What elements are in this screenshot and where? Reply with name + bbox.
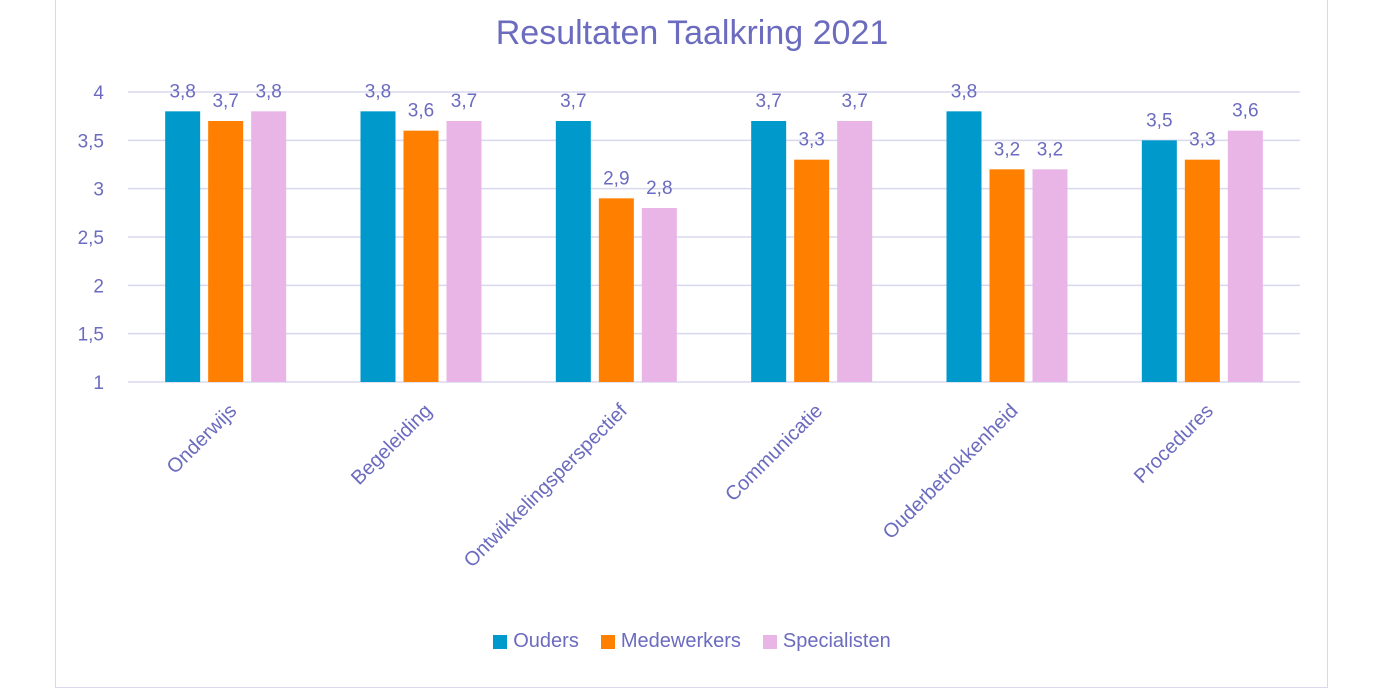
data-label: 3,7 xyxy=(841,91,867,112)
bar xyxy=(946,111,982,382)
bar xyxy=(1032,169,1068,382)
x-tick-label: Procedures xyxy=(1130,400,1218,488)
y-tick-label: 1 xyxy=(93,373,104,394)
x-tick-label: Begeleiding xyxy=(347,400,436,489)
legend-label-medewerkers: Medewerkers xyxy=(620,630,741,652)
bar xyxy=(641,208,677,382)
data-label: 3,8 xyxy=(951,81,977,102)
x-tick-label: Ontwikkelingsperspectief xyxy=(460,400,632,572)
y-tick-label: 2 xyxy=(93,276,104,297)
bar xyxy=(165,111,201,382)
bar xyxy=(751,121,787,382)
bar xyxy=(360,111,396,382)
chart-title: Resultaten Taalkring 2021 xyxy=(495,14,889,52)
data-label: 3,3 xyxy=(1189,130,1215,151)
y-tick-label: 3 xyxy=(93,180,104,201)
legend-swatch-ouders xyxy=(493,634,508,649)
bar xyxy=(251,111,287,382)
data-label: 3,2 xyxy=(1037,139,1063,160)
x-tick-label: Ouderbetrokkenheid xyxy=(879,400,1023,544)
y-tick-label: 2,5 xyxy=(78,228,104,249)
data-label: 3,8 xyxy=(169,81,195,102)
y-tick-label: 1,5 xyxy=(78,325,104,346)
bar xyxy=(403,130,439,382)
data-label: 3,7 xyxy=(560,91,586,112)
bar xyxy=(1141,140,1177,382)
bar xyxy=(989,169,1025,382)
data-label: 3,2 xyxy=(994,139,1020,160)
bar xyxy=(208,121,244,382)
y-tick-label: 3,5 xyxy=(78,131,104,152)
bar xyxy=(446,121,482,382)
y-tick-label: 4 xyxy=(93,83,104,104)
data-label: 3,3 xyxy=(798,130,824,151)
data-label: 3,6 xyxy=(408,101,434,122)
legend-item-ouders: Ouders xyxy=(493,630,579,653)
data-label: 3,5 xyxy=(1146,110,1172,131)
legend-swatch-specialisten xyxy=(762,634,777,649)
bar xyxy=(794,159,830,382)
data-label: 3,7 xyxy=(755,91,781,112)
data-label: 3,8 xyxy=(255,81,281,102)
data-label: 2,8 xyxy=(646,178,672,199)
data-label: 3,8 xyxy=(365,81,391,102)
legend: Ouders Medewerkers Specialisten xyxy=(0,630,1384,653)
legend-label-ouders: Ouders xyxy=(513,630,579,652)
bar xyxy=(598,198,634,382)
bar xyxy=(837,121,873,382)
x-tick-label: Communicatie xyxy=(721,400,827,506)
data-label: 3,7 xyxy=(212,91,238,112)
bar xyxy=(555,121,591,382)
data-label: 3,7 xyxy=(451,91,477,112)
bar xyxy=(1227,130,1263,382)
legend-swatch-medewerkers xyxy=(600,634,615,649)
legend-label-specialisten: Specialisten xyxy=(782,630,891,652)
x-tick-label: Onderwijs xyxy=(163,400,241,478)
data-label: 3,6 xyxy=(1232,101,1258,122)
bar xyxy=(1184,159,1220,382)
legend-item-specialisten: Specialisten xyxy=(762,630,891,653)
legend-item-medewerkers: Medewerkers xyxy=(600,630,741,653)
data-label: 2,9 xyxy=(603,168,629,189)
